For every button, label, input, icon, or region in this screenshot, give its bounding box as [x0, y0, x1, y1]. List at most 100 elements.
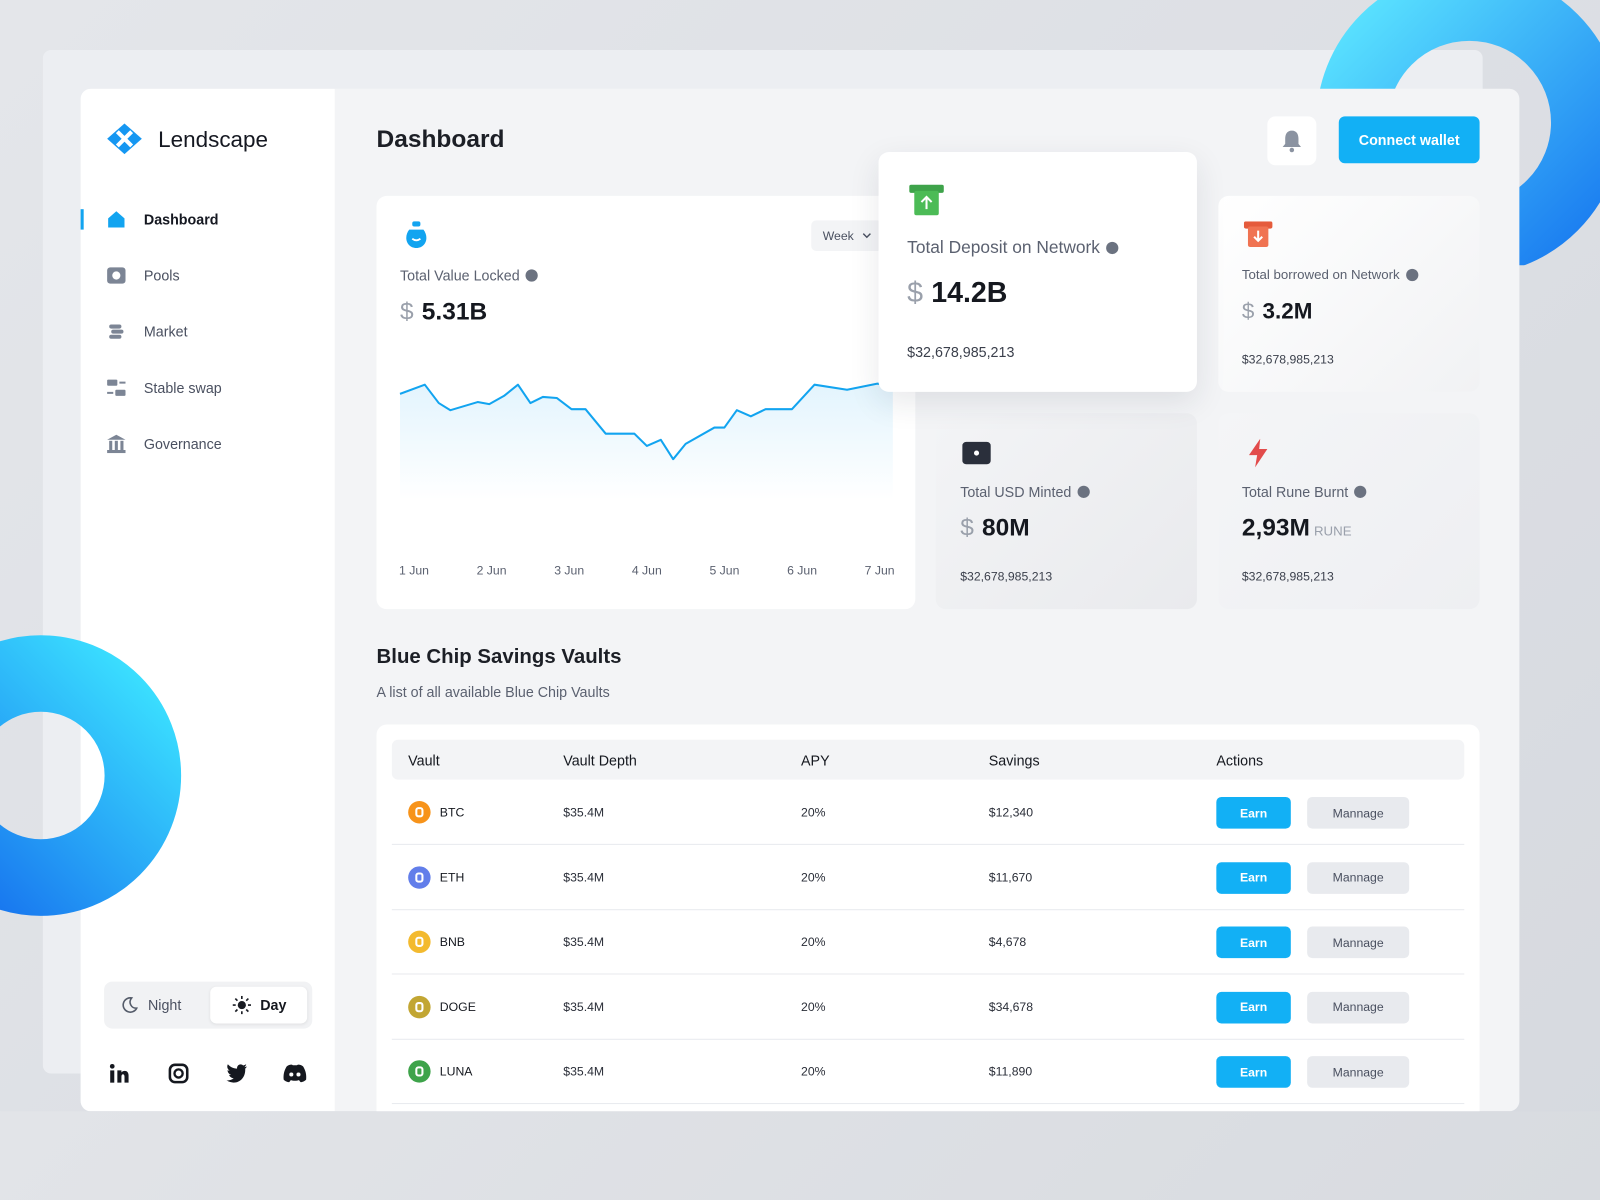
- borrow-icon: [1243, 221, 1273, 247]
- value: 3.2M: [1262, 297, 1313, 324]
- column-header: Actions: [1216, 752, 1264, 769]
- table-cell: $35.4M: [563, 1064, 605, 1079]
- table-cell: 20%: [801, 869, 826, 885]
- stat-label: Total Value Locked: [399, 267, 539, 284]
- manage-button[interactable]: Mannage: [1307, 861, 1410, 894]
- row-divider: [391, 843, 1465, 845]
- value: 14.2B: [931, 276, 1008, 309]
- page-bottom: [0, 1111, 1600, 1200]
- x-tick-label: 6 Jun: [787, 564, 817, 578]
- x-tick-label: 4 Jun: [632, 564, 662, 578]
- line: [399, 382, 893, 461]
- coin-glyph: [415, 807, 424, 818]
- currency: $: [960, 514, 974, 542]
- earn-button[interactable]: Earn: [1216, 796, 1291, 829]
- row-divider: [391, 973, 1465, 975]
- coin-glyph: [415, 936, 424, 947]
- vault-table: [376, 724, 1480, 1133]
- table-cell: BNB: [439, 934, 465, 949]
- table-cell: 20%: [801, 999, 826, 1014]
- earn-button[interactable]: Earn: [1216, 1056, 1291, 1088]
- period-label: Week: [822, 228, 854, 243]
- area-fill: [399, 383, 893, 500]
- bell-icon: [1282, 130, 1302, 153]
- earn-button[interactable]: Earn: [1216, 861, 1291, 894]
- manage-button[interactable]: Mannage: [1307, 1056, 1410, 1088]
- nav-item[interactable]: Pools: [143, 267, 180, 284]
- table-cell: 20%: [801, 934, 826, 949]
- stat-sub: $32,678,985,213: [960, 569, 1053, 584]
- nav-item[interactable]: Stable swap: [143, 379, 222, 396]
- table-cell: 20%: [801, 805, 826, 820]
- sidebar: [80, 88, 335, 1112]
- table-cell: $12,340: [988, 805, 1034, 820]
- nav-item[interactable]: Dashboard: [143, 211, 219, 228]
- coin-glyph: [415, 1066, 424, 1077]
- stat-label: Total Rune Burnt: [1242, 484, 1367, 500]
- bag-icon: [406, 221, 427, 248]
- deposit-icon: [909, 184, 944, 216]
- chevron: [862, 233, 871, 239]
- linkedin-icon[interactable]: [109, 1063, 129, 1083]
- coin-icon: [408, 865, 431, 889]
- earn-button[interactable]: Earn: [1216, 991, 1291, 1023]
- stat-label-text: Total Deposit on Network: [907, 237, 1100, 258]
- row-divider: [391, 908, 1465, 910]
- coin-glyph: [415, 871, 424, 883]
- section-subtitle: A list of all available Blue Chip Vaults: [376, 683, 610, 700]
- stat-label: Total borrowed on Network: [1242, 267, 1419, 282]
- period-dropdown[interactable]: Week: [811, 220, 883, 252]
- discord-icon[interactable]: [283, 1063, 307, 1083]
- nav-icon: [108, 211, 125, 228]
- nav-icon: [107, 434, 126, 454]
- earn-button[interactable]: Earn: [1216, 926, 1291, 959]
- table-cell: 20%: [801, 1064, 826, 1079]
- table-cell: ETH: [439, 869, 465, 885]
- table-cell: $11,670: [988, 869, 1033, 885]
- notification-button[interactable]: [1267, 116, 1317, 166]
- torus: [0, 635, 182, 916]
- wallet-icon: [962, 441, 991, 465]
- manage-button[interactable]: Mannage: [1307, 926, 1410, 959]
- brand: Lendscape: [158, 126, 269, 153]
- x-tick-label: 5 Jun: [709, 564, 739, 578]
- currency: $: [907, 276, 924, 309]
- nav-item[interactable]: Governance: [143, 435, 222, 453]
- stat-card: [1218, 413, 1480, 610]
- stat-sub: $32,678,985,213: [1241, 569, 1334, 584]
- coin-icon: [408, 995, 431, 1018]
- theme-option[interactable]: Day: [260, 996, 287, 1014]
- value: 80M: [981, 514, 1030, 542]
- section-title: Blue Chip Savings Vaults: [376, 645, 622, 668]
- sun-icon: [232, 995, 252, 1015]
- stat-sub: $32,678,985,213: [907, 343, 1015, 361]
- moon-icon: [122, 997, 138, 1013]
- info-icon: [1106, 241, 1119, 254]
- manage-button[interactable]: Mannage: [1307, 991, 1410, 1023]
- twitter-icon[interactable]: [226, 1063, 248, 1083]
- info-icon: [525, 269, 539, 282]
- table-cell: BTC: [439, 805, 465, 820]
- connect-wallet-button[interactable]: Connect wallet: [1338, 116, 1480, 164]
- column-header: Vault Depth: [563, 752, 637, 769]
- tvl-chart: 1 Jun 2 Jun 3 Jun 4 Jun 5 Jun 6 Jun 7 Jun: [399, 382, 895, 578]
- nav-icon: [107, 379, 126, 396]
- instagram-icon[interactable]: [168, 1063, 189, 1084]
- stat-label-text: Total USD Minted: [960, 483, 1072, 500]
- info-icon: [1077, 486, 1090, 499]
- row-divider: [391, 1103, 1465, 1105]
- theme-option[interactable]: Night: [147, 996, 182, 1014]
- table-cell: $35.4M: [563, 999, 605, 1014]
- row-divider: [391, 1038, 1465, 1040]
- coin-icon: [408, 1060, 431, 1083]
- info-icon: [1354, 486, 1367, 499]
- x-tick-label: 7 Jun: [865, 564, 895, 578]
- x-tick-label: 2 Jun: [477, 564, 507, 578]
- stat-label-text: Total Value Locked: [399, 267, 520, 284]
- logo-icon: [107, 123, 142, 155]
- nav-item[interactable]: Market: [143, 323, 188, 340]
- manage-button[interactable]: Mannage: [1307, 796, 1410, 829]
- torus-decoration: [0, 635, 182, 916]
